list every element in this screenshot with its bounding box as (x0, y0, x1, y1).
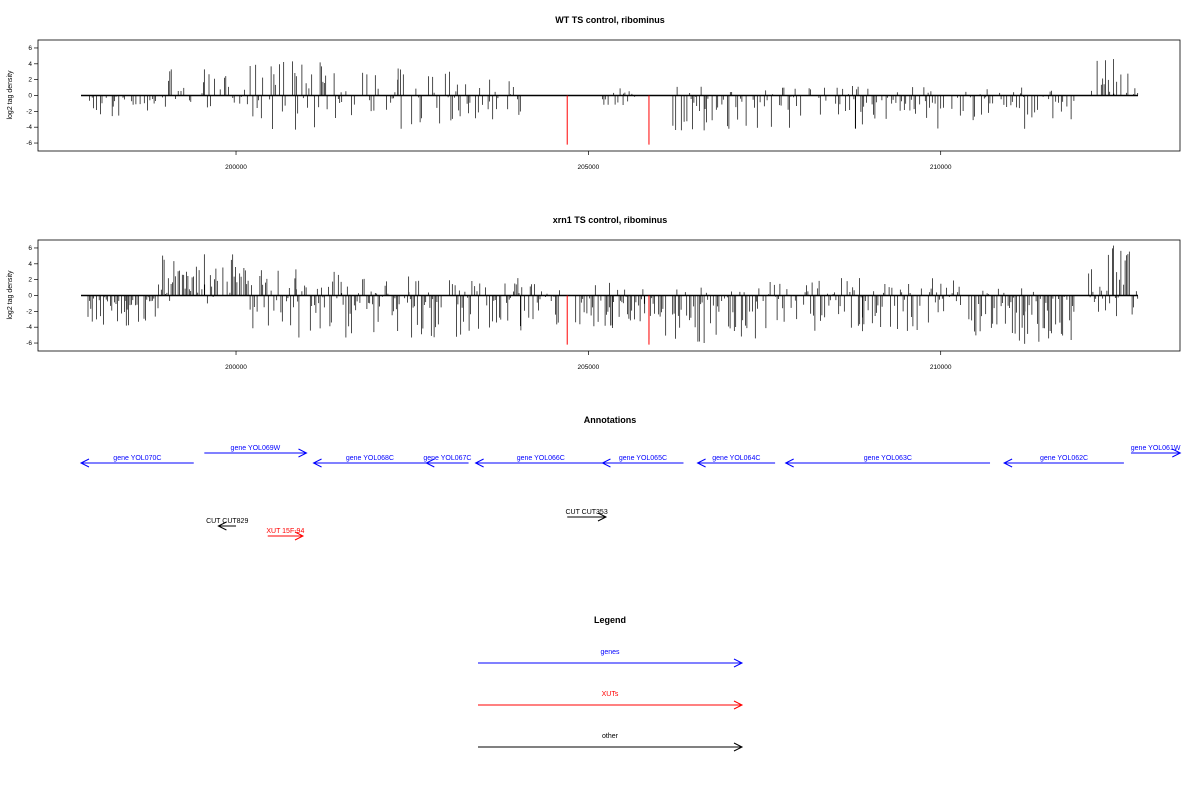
feature-label: gene YOL063C (864, 455, 912, 462)
y-tick-label: 6 (28, 245, 32, 252)
y-axis: -6 -4 -2 0 2 4 6 (26, 245, 38, 347)
feature-arrow-head (425, 458, 435, 468)
legend-arrow-head (733, 658, 744, 668)
feature-arrow-head (294, 531, 305, 541)
feature-arrow-head (217, 521, 227, 531)
feature-label: gene YOL069W (231, 445, 281, 452)
feature-label: CUT CUT829 (206, 518, 248, 525)
annotation-feature: gene YOL063C (784, 455, 991, 468)
legend-arrow-head (733, 742, 744, 752)
y-tick-label: -6 (26, 340, 32, 347)
y-tick-label: -6 (26, 140, 32, 147)
y-tick-label: -4 (26, 324, 32, 331)
annotation-features: gene YOL070C gene YOL069W gene YOL068C gene… (79, 445, 1182, 541)
y-tick-label: -2 (26, 308, 32, 315)
feature-label: gene YOL067C (423, 455, 471, 462)
annotation-feature: gene YOL061W (1131, 445, 1182, 458)
feature-label: CUT CUT353 (565, 509, 607, 516)
x-tick-label: 210000 (930, 364, 952, 371)
x-tick-label: 205000 (578, 164, 600, 171)
feature-arrow-head (312, 458, 322, 468)
feature-label: gene YOL061W (1131, 445, 1181, 452)
legend-item: XUTs (478, 691, 744, 710)
feature-label: gene YOL066C (517, 455, 565, 462)
feature-arrow-head (474, 458, 484, 468)
annotation-feature: gene YOL069W (204, 445, 308, 458)
x-tick-label: 210000 (930, 164, 952, 171)
x-axis: 200000 205000 210000 (225, 151, 952, 171)
x-tick-label: 205000 (578, 364, 600, 371)
feature-label: gene YOL065C (619, 455, 667, 462)
legend-item: other (478, 733, 744, 752)
feature-label: gene YOL062C (1040, 455, 1088, 462)
panel-title: WT TS control, ribominus (555, 15, 665, 25)
annotation-feature: gene YOL062C (1002, 455, 1124, 468)
panel-xrn1-ts-control: xrn1 TS control, ribominus log2 tag dens… (7, 215, 1181, 371)
annotation-feature: CUT CUT829 (206, 518, 248, 531)
feature-arrow-head (601, 458, 611, 468)
legend-arrow-head (733, 700, 744, 710)
feature-label: gene YOL070C (113, 455, 161, 462)
annotation-feature: gene YOL068C (312, 455, 427, 468)
legend-item: genes (478, 649, 744, 668)
y-tick-label: 2 (28, 277, 32, 284)
feature-label: gene YOL068C (346, 455, 394, 462)
y-tick-label: 6 (28, 45, 32, 52)
annotation-feature: gene YOL067C (423, 455, 471, 468)
annotation-feature: gene YOL070C (79, 455, 194, 468)
y-tick-label: 0 (28, 293, 32, 300)
y-tick-label: 0 (28, 93, 32, 100)
legend: Legend genes XUTs other (478, 615, 744, 752)
feature-label: gene YOL064C (712, 455, 760, 462)
panel-wt-ts-control: WT TS control, ribominus log2 tag densit… (7, 15, 1181, 171)
legend-items: genes XUTs other (478, 649, 744, 752)
panel-title: xrn1 TS control, ribominus (553, 215, 668, 225)
annotation-feature: XUT 15F-94 (266, 528, 305, 541)
x-axis: 200000 205000 210000 (225, 351, 952, 371)
feature-arrow-head (784, 458, 794, 468)
feature-arrow-head (597, 512, 608, 522)
y-tick-label: 4 (28, 61, 32, 68)
annotation-feature: gene YOL066C (474, 455, 606, 468)
y-tick-label: -2 (26, 108, 32, 115)
feature-arrow-head (298, 448, 308, 458)
y-axis: -6 -4 -2 0 2 4 6 (26, 45, 38, 147)
feature-label: XUT 15F-94 (266, 528, 304, 535)
feature-arrow-head (1172, 448, 1182, 458)
x-tick-label: 200000 (225, 164, 247, 171)
legend-label: genes (600, 649, 620, 656)
signal-bars (81, 59, 1139, 145)
legend-title: Legend (594, 615, 626, 625)
feature-arrow-head (696, 458, 706, 468)
x-tick-label: 200000 (225, 364, 247, 371)
y-tick-label: 4 (28, 261, 32, 268)
y-tick-label: -4 (26, 124, 32, 131)
legend-label: XUTs (602, 691, 619, 698)
annotation-feature: CUT CUT353 (565, 509, 608, 522)
signal-bars (81, 245, 1139, 345)
legend-label: other (602, 733, 619, 740)
annotations-title: Annotations (584, 415, 637, 425)
y-axis-label: log2 tag density (7, 70, 14, 120)
y-tick-label: 2 (28, 77, 32, 84)
y-axis-label: log2 tag density (7, 270, 14, 320)
feature-arrow-head (1002, 458, 1013, 468)
annotation-feature: gene YOL065C (601, 455, 684, 468)
feature-arrow-head (79, 458, 90, 468)
annotation-feature: gene YOL064C (696, 455, 776, 468)
